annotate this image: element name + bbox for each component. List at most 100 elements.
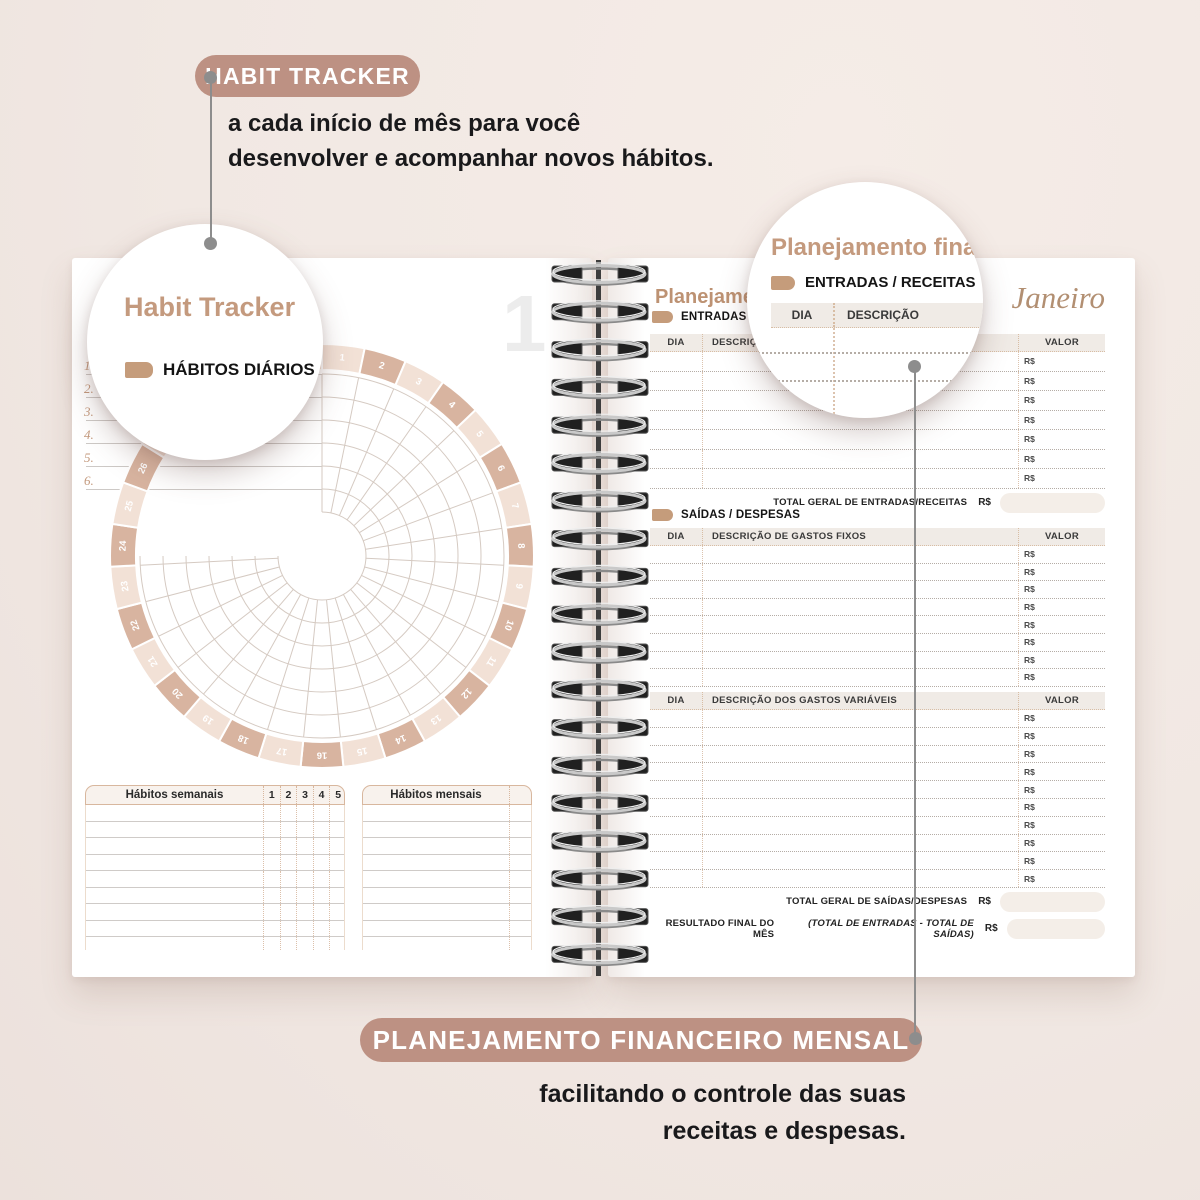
habit-check-cell: [263, 904, 280, 920]
weekly-table-title: Hábitos semanais: [125, 789, 224, 801]
habit-check-cell: [312, 838, 330, 854]
svg-text:4: 4: [446, 399, 458, 411]
svg-text:25: 25: [123, 499, 136, 513]
magnifier-row-line: [747, 352, 983, 354]
finance-table-row: R$: [650, 449, 1105, 469]
magnifier-row-line: [747, 380, 983, 382]
currency-cell: R$: [1018, 727, 1105, 745]
weekly-col-1: 1: [263, 786, 280, 804]
habit-check-cell: [263, 871, 280, 887]
svg-text:1: 1: [339, 352, 346, 364]
magnifier-col-descricao: DESCRIÇÃO: [833, 303, 983, 327]
finance-table-row: R$: [650, 469, 1105, 489]
habit-check-cell: [296, 920, 313, 936]
currency-cell: R$: [1018, 710, 1105, 727]
finance-column-header: DESCRIÇÃO DE GASTOS FIXOS: [702, 528, 1018, 545]
svg-text:23: 23: [119, 580, 131, 592]
habit-check-cell: [279, 871, 297, 887]
currency-cell: R$: [1018, 563, 1105, 581]
svg-text:22: 22: [128, 618, 142, 632]
finance-column-header: DIA: [667, 531, 685, 542]
finance-table-row: R$: [650, 616, 1105, 634]
currency-cell: R$: [1018, 834, 1105, 852]
habit-check-cell: [296, 904, 313, 920]
magnifier-table-header: DIA DESCRIÇÃO: [771, 303, 983, 328]
habit-check-cell: [296, 854, 313, 870]
habit-check-cell: [509, 805, 533, 821]
caption-line: desenvolver e acompanhar novos hábitos.: [228, 145, 714, 172]
svg-text:8: 8: [515, 543, 526, 549]
habit-table-row: [363, 854, 531, 871]
habit-check-cell: [312, 887, 330, 903]
income-total-row: TOTAL GERAL DE ENTRADAS/RECEITAS R$: [650, 492, 1105, 513]
top-connector-dot-circle: [204, 237, 217, 250]
habit-check-cell: [279, 805, 297, 821]
finance-column-header: DESCRIÇÃO DOS GASTOS VARIÁVEIS: [702, 692, 1018, 709]
magnifier-column-divider: [833, 328, 835, 418]
svg-text:2: 2: [377, 360, 385, 372]
svg-text:26: 26: [136, 461, 151, 475]
finance-table-row: R$: [650, 763, 1105, 782]
svg-text:6: 6: [495, 464, 507, 474]
habit-check-cell: [263, 887, 280, 903]
bottom-connector-dot-badge: [909, 1032, 922, 1045]
svg-text:9: 9: [513, 583, 525, 590]
habit-line-number: 4.: [84, 427, 94, 442]
habit-table-row: [363, 920, 533, 937]
svg-text:15: 15: [355, 744, 368, 757]
month-number-watermark: 1: [502, 279, 547, 368]
habit-check-cell: [279, 887, 297, 903]
habit-writing-line: [86, 489, 322, 490]
finance-table-row: R$: [650, 651, 1105, 670]
habit-check-cell: [296, 805, 313, 821]
currency-cell: R$: [1018, 410, 1105, 429]
magnifier-col-dia: DIA: [791, 308, 813, 322]
habit-table-row: [363, 838, 531, 855]
magnifier-financial-section-text: ENTRADAS / RECEITAS: [805, 274, 976, 291]
currency-cell: R$: [1018, 581, 1105, 598]
svg-text:18: 18: [236, 732, 250, 746]
top-connector-line: [210, 77, 213, 243]
svg-text:17: 17: [276, 744, 289, 757]
svg-text:7: 7: [509, 502, 521, 510]
svg-text:10: 10: [502, 618, 516, 632]
finance-table-row: R$: [650, 669, 1105, 687]
habit-check-cell: [263, 838, 280, 854]
currency-cell: R$: [1018, 870, 1105, 887]
currency-cell: R$: [1018, 745, 1105, 763]
currency-cell: R$: [1018, 449, 1105, 468]
weekly-table-body: [85, 805, 345, 950]
finance-column-header: DIA: [667, 337, 685, 348]
habit-check-cell: [509, 920, 533, 936]
habit-check-cell: [312, 805, 330, 821]
expense-section-label: SAÍDAS / DESPESAS: [652, 509, 800, 521]
finance-table-row: R$: [650, 834, 1105, 853]
habit-tracker-caption: a cada início de mês para você desenvolv…: [228, 106, 713, 176]
finance-column-header: DESCRIÇÃO: [702, 334, 1018, 351]
caption-line: receitas e despesas.: [662, 1117, 906, 1145]
habit-table-row: [86, 854, 344, 871]
habit-check-cell: [279, 838, 297, 854]
tab-icon: [771, 275, 795, 290]
habit-table-row: [363, 904, 531, 921]
tab-icon: [652, 509, 673, 521]
habit-table-row: [363, 805, 531, 822]
currency-symbol: R$: [978, 497, 991, 508]
svg-text:5: 5: [473, 429, 485, 440]
monthly-habits-table: Hábitos mensais: [362, 785, 532, 950]
currency-cell: R$: [1018, 763, 1105, 781]
bottom-connector-dot-circle: [908, 360, 921, 373]
finance-table-header: DIA DESCRIÇÃO DE GASTOS FIXOS VALOR: [650, 528, 1105, 546]
habit-check-cell: [312, 920, 330, 936]
habit-check-cell: [329, 904, 346, 920]
magnifier-financial-section: ENTRADAS / RECEITAS: [771, 274, 976, 291]
habit-check-cell: [329, 871, 346, 887]
financial-planning-caption: facilitando o controle das suas receitas…: [300, 1076, 906, 1150]
currency-cell: R$: [1018, 371, 1105, 390]
result-total-field: [1006, 918, 1105, 939]
currency-cell: R$: [1018, 616, 1105, 633]
habit-table-row: [86, 838, 344, 855]
currency-cell: R$: [1018, 469, 1105, 488]
svg-text:24: 24: [118, 540, 130, 552]
